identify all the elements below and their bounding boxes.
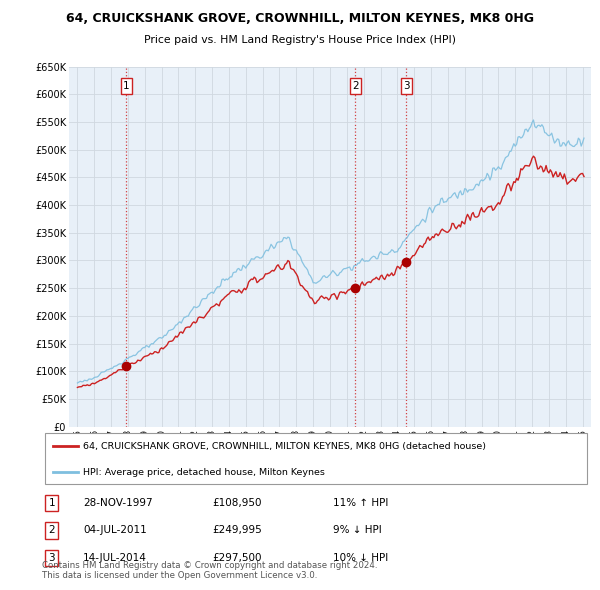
Text: Contains HM Land Registry data © Crown copyright and database right 2024.
This d: Contains HM Land Registry data © Crown c… (42, 560, 377, 580)
Text: 04-JUL-2011: 04-JUL-2011 (83, 526, 147, 535)
Text: 14-JUL-2014: 14-JUL-2014 (83, 553, 147, 563)
Text: 3: 3 (49, 553, 55, 563)
Text: 10% ↓ HPI: 10% ↓ HPI (333, 553, 388, 563)
Text: 2: 2 (49, 526, 55, 535)
Text: 2: 2 (352, 81, 359, 91)
Text: £297,500: £297,500 (212, 553, 262, 563)
Text: £249,995: £249,995 (212, 526, 262, 535)
Text: Price paid vs. HM Land Registry's House Price Index (HPI): Price paid vs. HM Land Registry's House … (144, 35, 456, 45)
Text: 28-NOV-1997: 28-NOV-1997 (83, 498, 153, 508)
Text: 9% ↓ HPI: 9% ↓ HPI (333, 526, 382, 535)
FancyBboxPatch shape (45, 434, 587, 484)
Text: 1: 1 (123, 81, 130, 91)
Text: 64, CRUICKSHANK GROVE, CROWNHILL, MILTON KEYNES, MK8 0HG (detached house): 64, CRUICKSHANK GROVE, CROWNHILL, MILTON… (83, 441, 486, 451)
Text: 1: 1 (49, 498, 55, 508)
Text: 11% ↑ HPI: 11% ↑ HPI (333, 498, 388, 508)
Text: HPI: Average price, detached house, Milton Keynes: HPI: Average price, detached house, Milt… (83, 468, 325, 477)
Text: £108,950: £108,950 (212, 498, 262, 508)
Text: 3: 3 (403, 81, 410, 91)
Text: 64, CRUICKSHANK GROVE, CROWNHILL, MILTON KEYNES, MK8 0HG: 64, CRUICKSHANK GROVE, CROWNHILL, MILTON… (66, 12, 534, 25)
